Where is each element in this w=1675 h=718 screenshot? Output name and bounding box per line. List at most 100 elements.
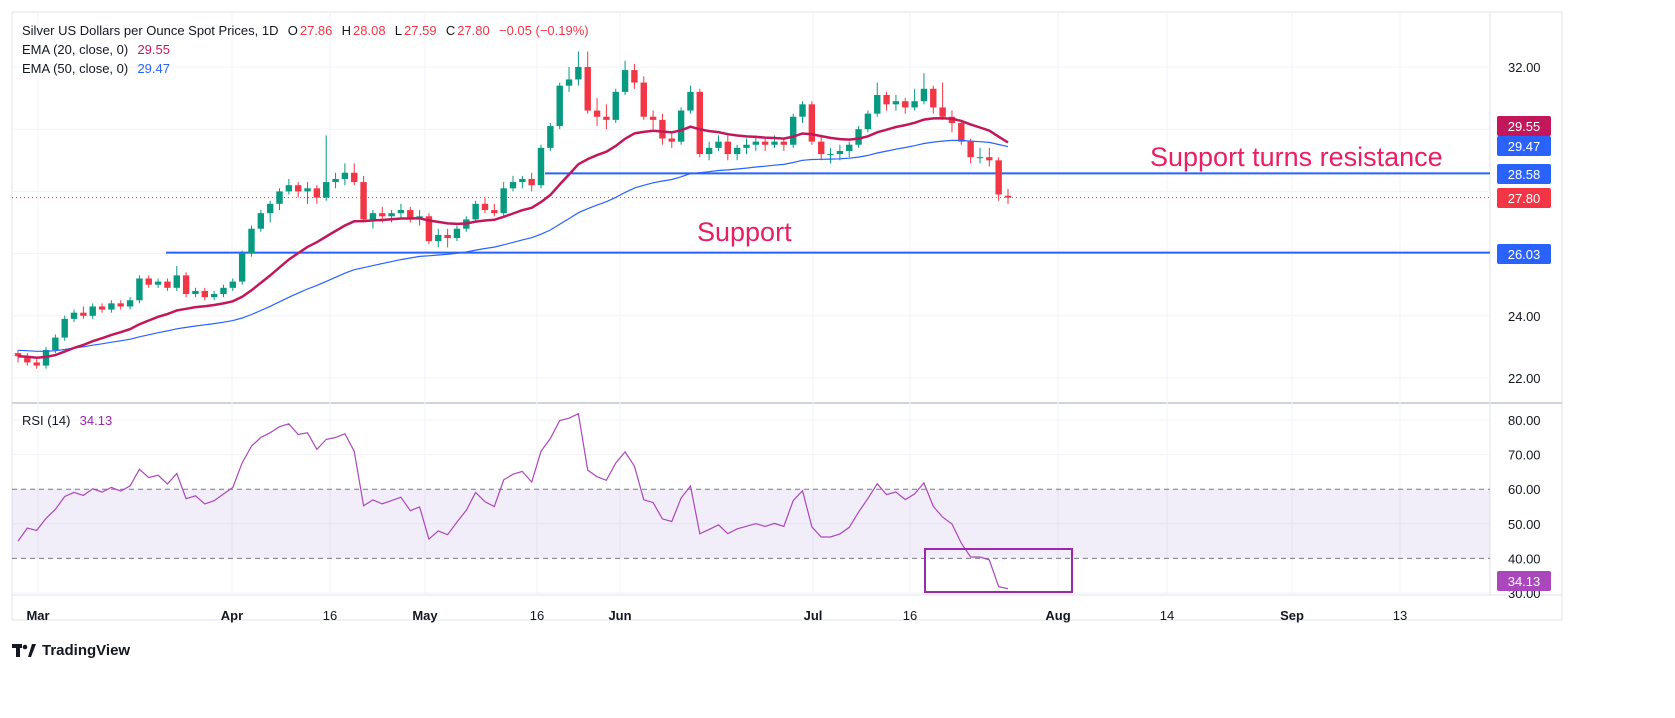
candle <box>248 225 255 257</box>
support-price-badge: 26.03 <box>1497 244 1551 264</box>
candle <box>266 200 274 223</box>
resistance-price-badge-text: 28.58 <box>1508 167 1541 182</box>
resistance-price-badge: 28.58 <box>1497 164 1551 184</box>
x-tick-label: 16 <box>903 608 917 623</box>
support-annotation: Support <box>697 217 792 247</box>
candle <box>80 306 87 319</box>
candle <box>201 287 208 301</box>
candle-body <box>425 216 433 242</box>
candle-body <box>341 172 349 179</box>
x-tick-label: Jul <box>804 608 823 623</box>
candle <box>407 206 414 223</box>
candle-body <box>836 150 844 155</box>
candle <box>285 178 293 195</box>
candle-body <box>930 88 937 108</box>
candle-body <box>397 210 405 214</box>
candle <box>547 122 554 151</box>
candle <box>677 107 685 145</box>
candle-body <box>108 303 115 310</box>
candle-body <box>360 182 367 220</box>
candle <box>920 73 928 105</box>
candle-body <box>444 234 451 239</box>
candle <box>304 182 311 204</box>
candle-body <box>780 141 788 145</box>
candle-body <box>892 101 900 105</box>
rsi-tick-label: 80.00 <box>1508 413 1541 428</box>
candle-body <box>435 234 442 242</box>
candle <box>52 334 59 354</box>
ema20-legend[interactable]: EMA (20, close, 0) 29.55 <box>22 42 170 57</box>
candle <box>883 91 890 111</box>
candle-body <box>136 278 143 301</box>
rsi-legend[interactable]: RSI (14) 34.13 <box>22 413 113 428</box>
candle <box>472 200 479 223</box>
candle <box>229 278 237 291</box>
x-tick-label: 14 <box>1160 608 1174 623</box>
candle-body <box>238 253 246 282</box>
candle-body <box>827 154 834 156</box>
candle <box>220 284 227 298</box>
candle-body <box>388 213 395 217</box>
candle-body <box>332 178 339 183</box>
candle-body <box>584 67 591 111</box>
candle-body <box>313 188 321 198</box>
candle-body <box>874 94 881 114</box>
candle <box>640 76 647 120</box>
candle <box>789 113 797 148</box>
candle-body <box>565 79 573 86</box>
candle-body <box>986 157 993 161</box>
candle-body <box>649 116 657 120</box>
open-value: 27.86 <box>299 23 333 38</box>
candle <box>397 203 405 220</box>
rsi-band-fill <box>12 489 1490 559</box>
ema50-legend[interactable]: EMA (50, close, 0) 29.47 <box>22 61 170 76</box>
candle <box>593 98 601 127</box>
candle <box>584 51 591 114</box>
candle <box>705 141 713 161</box>
candle <box>836 144 844 161</box>
ema20-price-badge-text: 29.55 <box>1508 119 1541 134</box>
candle <box>995 157 1002 201</box>
candle <box>500 182 507 217</box>
candle-body <box>519 178 526 183</box>
candle <box>659 113 666 145</box>
candle-body <box>182 275 190 295</box>
candle-body <box>369 213 377 220</box>
candle-body <box>920 88 928 102</box>
tradingview-logo[interactable]: TradingView <box>12 642 130 659</box>
candle <box>631 63 638 89</box>
rsi-value-badge-text: 34.13 <box>1508 574 1541 589</box>
candle-body <box>967 141 974 158</box>
y-tick-label: 24.00 <box>1508 309 1541 324</box>
candle-body <box>864 113 872 130</box>
candle <box>453 225 461 242</box>
candle <box>902 98 909 114</box>
candle-body <box>687 91 694 111</box>
x-tick-label: Sep <box>1280 608 1304 623</box>
candle <box>603 104 610 130</box>
candle <box>715 135 722 151</box>
tradingview-logo-icon <box>12 643 36 657</box>
candle-body <box>976 157 984 159</box>
candle <box>98 303 106 313</box>
candle <box>528 172 535 192</box>
rsi-value-badge: 34.13 <box>1497 571 1551 591</box>
candle-body <box>883 94 890 105</box>
candle-body <box>743 144 750 148</box>
candle-body <box>771 141 778 145</box>
close-value: 27.80 <box>457 23 490 38</box>
candle-body <box>677 110 685 142</box>
rsi-tick-label: 60.00 <box>1508 482 1541 497</box>
candle <box>117 300 124 310</box>
x-tick-label: 16 <box>323 608 337 623</box>
candle <box>182 272 190 298</box>
high-value: 28.08 <box>353 23 386 38</box>
candle-body <box>145 278 152 285</box>
candle-body <box>192 290 199 295</box>
candle-body <box>547 126 554 148</box>
low-value: 27.59 <box>404 23 437 38</box>
candle <box>724 135 732 161</box>
candle-body <box>528 178 535 186</box>
candle-body <box>481 203 489 211</box>
